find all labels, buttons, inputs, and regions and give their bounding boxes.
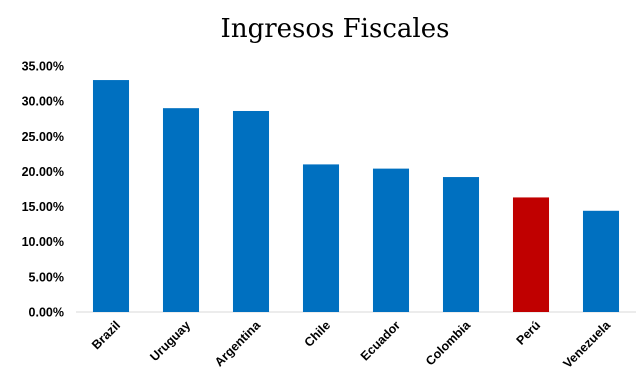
x-axis-ticks: Brazil Uruguay Argentina Chile Ecuador Colomb… xyxy=(89,317,614,370)
x-tick-label: Venezuela xyxy=(560,317,613,370)
x-tick-label: Uruguay xyxy=(147,318,193,364)
bar xyxy=(442,177,480,312)
bar xyxy=(92,80,130,312)
x-tick-label: Colombia xyxy=(423,317,474,368)
x-tick-label: Argentina xyxy=(212,317,264,369)
x-tick-label: Chile xyxy=(302,318,334,350)
y-tick-label: 5.00% xyxy=(29,270,64,284)
y-tick-label: 0.00% xyxy=(29,306,64,320)
bar xyxy=(582,210,620,312)
y-tick-label: 25.00% xyxy=(22,130,64,144)
y-axis-ticks: 0.00% 5.00% 10.00% 15.00% 20.00% 25.00% 30.00%… xyxy=(22,60,64,320)
x-tick-label: Perú xyxy=(514,318,544,348)
x-tick-label: Brazil xyxy=(89,318,123,352)
bars xyxy=(92,80,620,313)
bar xyxy=(162,108,200,313)
y-tick-label: 20.00% xyxy=(22,165,64,179)
y-tick-label: 35.00% xyxy=(22,60,64,74)
chart-title: Ingresos Fiscales xyxy=(221,14,450,44)
bar xyxy=(232,110,270,313)
y-tick-label: 10.00% xyxy=(22,235,64,249)
x-tick-label: Ecuador xyxy=(358,318,403,363)
bar xyxy=(302,164,340,312)
y-tick-label: 30.00% xyxy=(22,95,64,109)
y-tick-label: 15.00% xyxy=(22,200,64,214)
bar xyxy=(372,168,410,312)
bar xyxy=(512,197,550,312)
